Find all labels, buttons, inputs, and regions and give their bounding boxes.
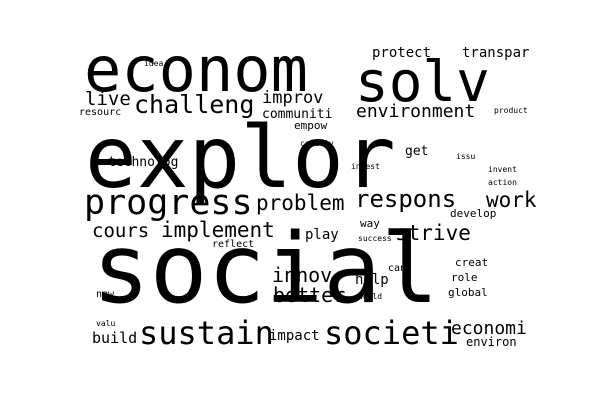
word-reflect: reflect: [212, 239, 255, 250]
word-econom: econom: [84, 33, 308, 106]
word-sustain: sustain: [139, 314, 274, 352]
word-implement: implement: [161, 218, 275, 242]
word-play: play: [305, 227, 339, 243]
word-improv: improv: [262, 88, 324, 108]
word-challeng: challeng: [134, 90, 255, 119]
word-role: role: [451, 271, 478, 284]
word-technolog: technolog: [108, 155, 179, 170]
word-respons: respons: [355, 185, 457, 213]
word-help: help: [355, 272, 389, 288]
word-world: world: [358, 292, 383, 301]
word-better: better: [273, 283, 346, 307]
word-invest: invest: [351, 162, 380, 171]
word-product: product: [494, 106, 528, 115]
word-issu: issu: [456, 152, 476, 161]
word-social: social: [92, 213, 439, 325]
word-progress: progress: [84, 183, 253, 223]
word-live: live: [85, 88, 131, 110]
word-get: get: [405, 144, 429, 159]
word-global: global: [448, 286, 488, 299]
word-strive: strive: [395, 221, 471, 245]
word-idea: idea: [144, 59, 164, 68]
word-innov: innov: [272, 263, 333, 287]
word-creat: creat: [455, 256, 489, 269]
word-way: way: [360, 217, 380, 230]
word-explor: explor: [85, 108, 396, 208]
word-build: build: [92, 329, 138, 347]
word-problem: problem: [256, 191, 345, 215]
word-develop: develop: [450, 207, 497, 220]
word-solv: solv: [355, 50, 490, 115]
word-resourc: resourc: [79, 107, 122, 118]
word-economi: economi: [451, 318, 527, 339]
word-environment: environment: [356, 101, 476, 122]
word-can: can: [388, 263, 407, 274]
word-protect: protect: [372, 45, 432, 61]
word-transpar: transpar: [462, 45, 530, 61]
word-new: new: [96, 289, 115, 300]
word-success: success: [358, 234, 392, 243]
word-communiti: communiti: [262, 107, 333, 122]
word-invent: invent: [488, 165, 517, 174]
word-empow: empow: [294, 119, 328, 132]
word-action: action: [488, 178, 517, 187]
word-creativ: creativ: [300, 139, 334, 148]
word-work: work: [486, 188, 537, 212]
word-cours: cours: [92, 220, 150, 242]
word-environ: environ: [466, 335, 517, 349]
word-societi: societi: [324, 314, 459, 352]
word-impact: impact: [269, 328, 320, 344]
word-valu: valu: [96, 319, 116, 328]
